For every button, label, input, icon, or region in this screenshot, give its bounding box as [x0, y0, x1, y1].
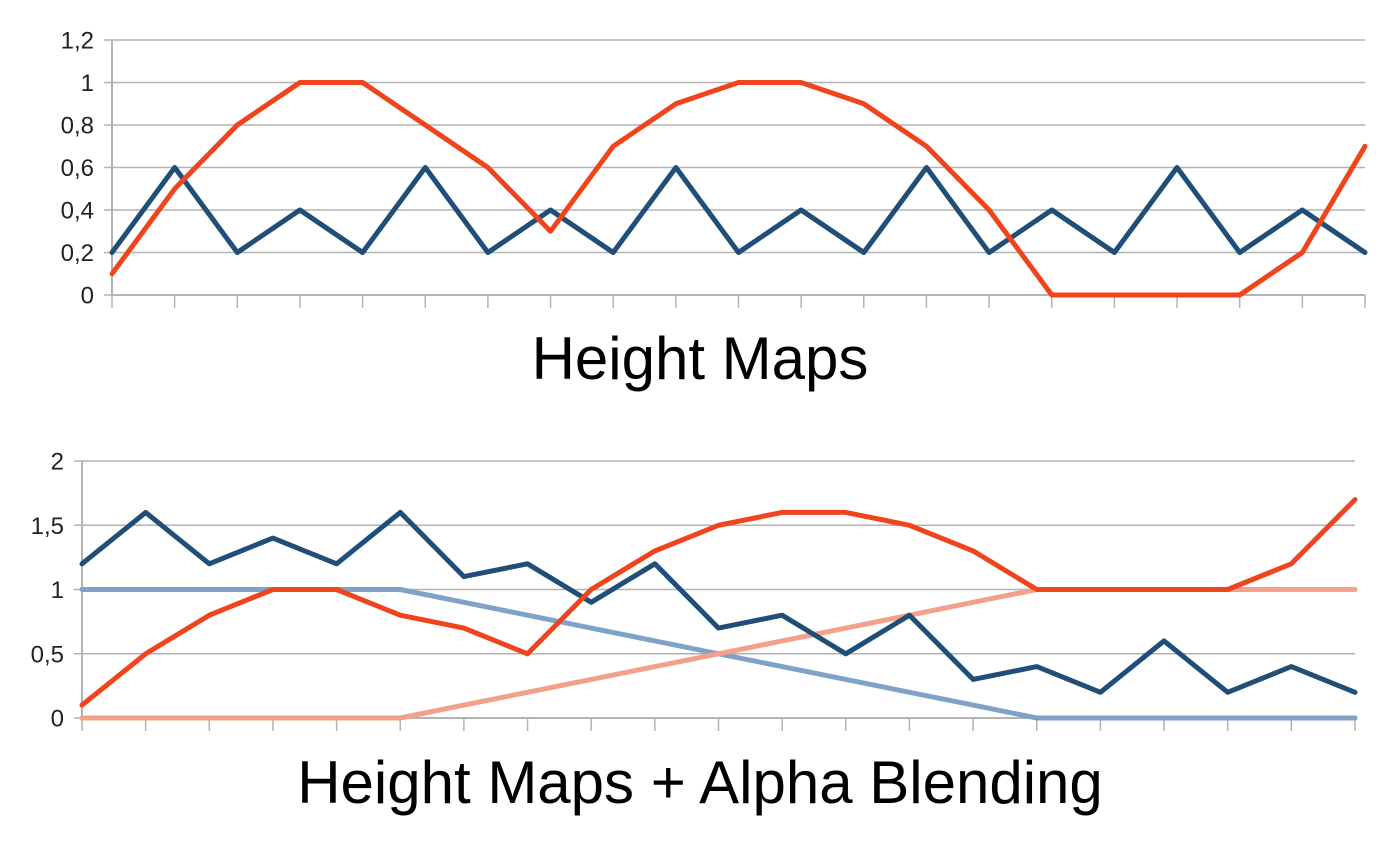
y-tick-label: 1,2	[61, 28, 94, 55]
series-line-2	[109, 80, 1368, 298]
alpha-blending-chart-svg: 0 0,5 1 1,5 2	[31, 449, 1358, 733]
height-maps-chart-svg: 0 0,2 0,4 0,6 0,8 1 1,2	[61, 28, 1368, 310]
y-tick-label: 0,4	[61, 198, 94, 225]
y-tick-label: 0,2	[61, 240, 94, 267]
alpha-blending-chart: 0 0,5 1 1,5 2	[0, 440, 1400, 750]
series-line-1	[109, 165, 1368, 255]
y-tick-label: 0,5	[31, 641, 64, 668]
series-line-3	[79, 509, 1358, 695]
y-tick-label: 1,5	[31, 513, 64, 540]
height-maps-title: Height Maps	[531, 325, 869, 392]
alpha-blending-title: Height Maps + Alpha Blending	[297, 749, 1103, 816]
series-line-4	[79, 497, 1358, 708]
height-maps-chart: 0 0,2 0,4 0,6 0,8 1 1,2	[0, 0, 1400, 320]
y-tick-label: 0	[51, 706, 64, 733]
y-tick-label: 0	[81, 283, 94, 310]
y-tick-label: 0,6	[61, 155, 94, 182]
y-tick-label: 2	[51, 449, 64, 476]
y-tick-label: 1	[81, 70, 94, 97]
y-tick-label: 0,8	[61, 113, 94, 140]
y-tick-label: 1	[51, 577, 64, 604]
